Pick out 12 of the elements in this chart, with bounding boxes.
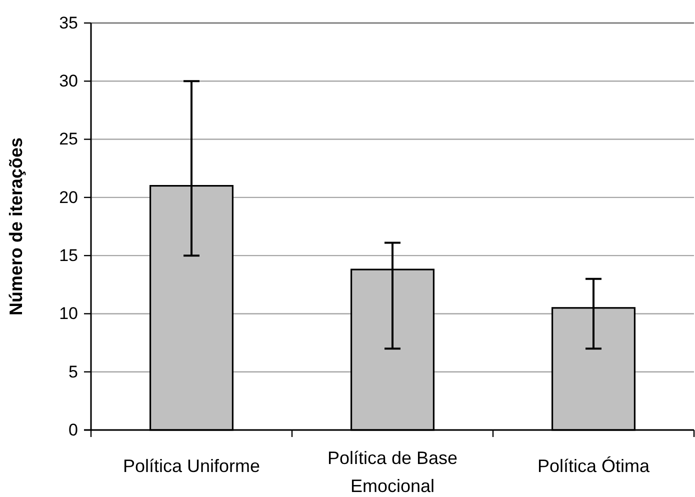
y-tick-label: 35 <box>59 13 78 32</box>
x-tick-label: Política Ótima <box>537 456 650 476</box>
y-tick-label: 25 <box>59 130 78 149</box>
y-tick-label: 5 <box>68 362 78 382</box>
y-axis-title: Número de iterações <box>6 137 26 316</box>
y-tick-label: 0 <box>68 420 78 440</box>
y-tick-label: 20 <box>59 188 78 207</box>
y-tick-label: 30 <box>59 72 78 91</box>
y-tick-label: 10 <box>59 304 78 324</box>
x-tick-label: Política Uniforme <box>122 456 260 476</box>
y-tick-label: 15 <box>59 246 78 266</box>
x-tick-label: Política de Base Emocional <box>327 448 458 496</box>
